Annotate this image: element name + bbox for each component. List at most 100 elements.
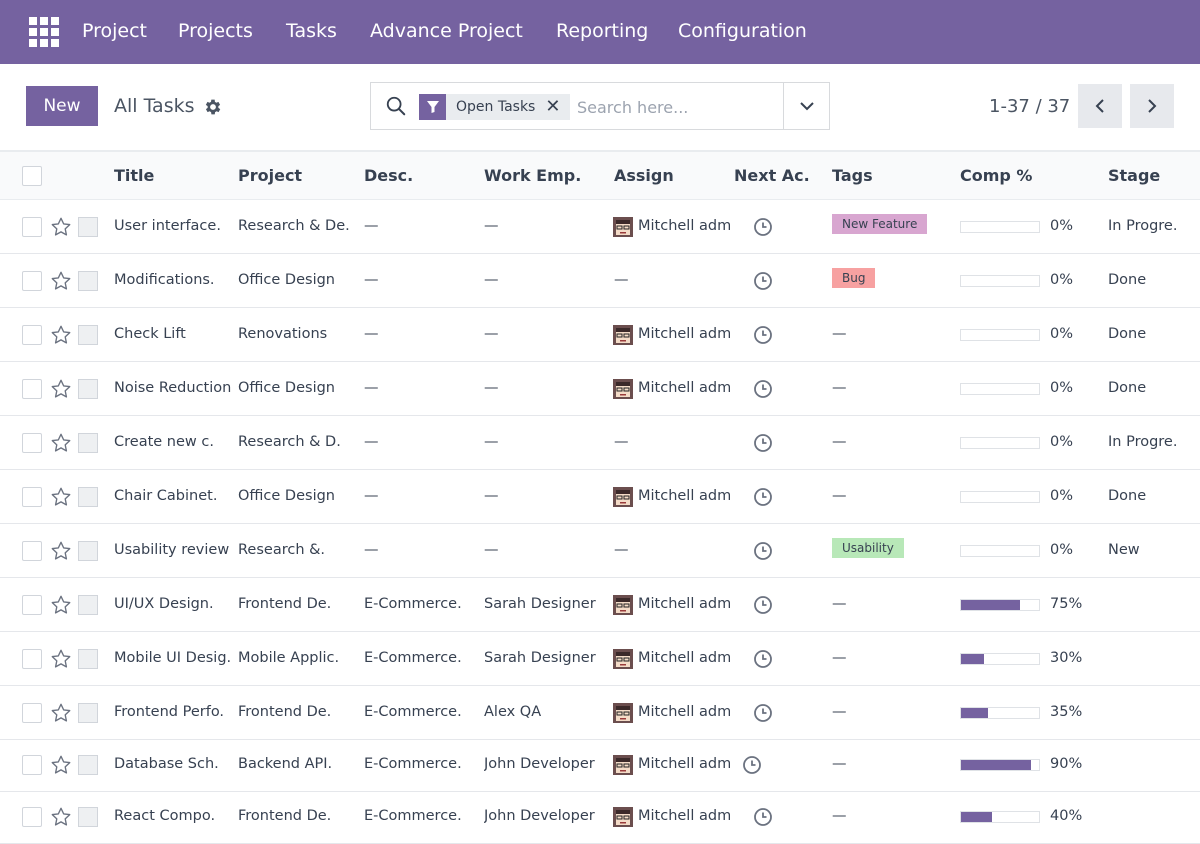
color-square[interactable] xyxy=(78,487,98,507)
search-icon[interactable] xyxy=(385,95,407,117)
column-header-project[interactable]: Project xyxy=(238,166,303,185)
row-checkbox[interactable] xyxy=(22,595,42,615)
star-icon[interactable] xyxy=(50,432,72,454)
row-checkbox[interactable] xyxy=(22,379,42,399)
clock-icon[interactable] xyxy=(753,703,773,723)
apps-grid-icon[interactable] xyxy=(29,17,59,47)
row-checkbox[interactable] xyxy=(22,649,42,669)
row-checkbox[interactable] xyxy=(22,325,42,345)
row-checkbox[interactable] xyxy=(22,807,42,827)
color-square[interactable] xyxy=(78,541,98,561)
star-icon[interactable] xyxy=(50,216,72,238)
table-row[interactable]: User interface. Research & De. — — Mitchell … xyxy=(0,200,1200,254)
color-square[interactable] xyxy=(78,703,98,723)
column-header-next-activity[interactable]: Next Ac. xyxy=(734,166,810,185)
progress-bar xyxy=(960,599,1040,611)
table-row[interactable]: Create new c. Research & D. — — — — 0% In Progr… xyxy=(0,416,1200,470)
color-square[interactable] xyxy=(78,379,98,399)
new-button[interactable]: New xyxy=(26,86,98,126)
table-row[interactable]: UI/UX Design. Frontend De. E-Commerce. Sara… xyxy=(0,578,1200,632)
avatar xyxy=(613,487,633,507)
search-options-toggle[interactable] xyxy=(783,83,829,129)
table-row[interactable]: React Compo. Frontend De. E-Commerce. John … xyxy=(0,790,1200,844)
task-tags: — xyxy=(832,808,847,824)
table-row[interactable]: Modifications. Office Design — — — Bug 0% Done xyxy=(0,254,1200,308)
row-checkbox[interactable] xyxy=(22,433,42,453)
row-checkbox[interactable] xyxy=(22,703,42,723)
star-icon[interactable] xyxy=(50,378,72,400)
clock-icon[interactable] xyxy=(753,325,773,345)
star-icon[interactable] xyxy=(50,324,72,346)
star-icon[interactable] xyxy=(50,702,72,724)
row-checkbox[interactable] xyxy=(22,755,42,775)
color-square[interactable] xyxy=(78,325,98,345)
task-project: Frontend De. xyxy=(238,596,332,612)
clock-icon[interactable] xyxy=(753,433,773,453)
row-checkbox[interactable] xyxy=(22,487,42,507)
close-icon[interactable]: ✕ xyxy=(545,96,561,117)
clock-icon[interactable] xyxy=(753,379,773,399)
task-work-emp: — xyxy=(484,542,499,558)
task-assignee: Mitchell adm. xyxy=(638,704,730,720)
star-icon[interactable] xyxy=(50,594,72,616)
star-icon[interactable] xyxy=(50,648,72,670)
table-row[interactable]: Frontend Perfo. Frontend De. E-Commerce. Al… xyxy=(0,686,1200,740)
task-desc: E-Commerce. xyxy=(364,650,462,666)
clock-icon[interactable] xyxy=(753,487,773,507)
column-header-tags[interactable]: Tags xyxy=(832,166,873,185)
color-square[interactable] xyxy=(78,271,98,291)
table-row[interactable]: Noise Reduction Office Design — — Mitchell a… xyxy=(0,362,1200,416)
nav-item-advance-project[interactable]: Advance Project xyxy=(370,20,523,42)
task-work-emp: — xyxy=(484,272,499,288)
star-icon[interactable] xyxy=(50,270,72,292)
nav-item-projects[interactable]: Projects xyxy=(178,20,253,42)
nav-item-configuration[interactable]: Configuration xyxy=(678,20,807,42)
pager-previous-button[interactable] xyxy=(1078,84,1122,128)
table-row[interactable]: Chair Cabinet. Office Design — — Mitchell ad… xyxy=(0,470,1200,524)
nav-item-tasks[interactable]: Tasks xyxy=(286,20,337,42)
nav-item-reporting[interactable]: Reporting xyxy=(556,20,649,42)
clock-icon[interactable] xyxy=(742,755,762,775)
column-header-stage[interactable]: Stage xyxy=(1108,166,1161,185)
pager-value[interactable]: 1-37 / 37 xyxy=(989,96,1071,117)
clock-icon[interactable] xyxy=(753,271,773,291)
column-header-title[interactable]: Title xyxy=(114,166,155,185)
avatar xyxy=(613,325,633,345)
pager-next-button[interactable] xyxy=(1130,84,1174,128)
task-title: Chair Cabinet. xyxy=(114,488,218,504)
nav-item-project[interactable]: Project xyxy=(82,20,148,42)
table-row[interactable]: Database Sch. Backend API. E-Commerce. John… xyxy=(0,738,1200,792)
color-square[interactable] xyxy=(78,433,98,453)
color-square[interactable] xyxy=(78,649,98,669)
table-row[interactable]: Mobile UI Desig. Mobile Applic. E-Commerce… xyxy=(0,632,1200,686)
star-icon[interactable] xyxy=(50,754,72,776)
search-input[interactable] xyxy=(577,95,777,119)
color-square[interactable] xyxy=(78,755,98,775)
task-assignee: Mitchell adm. xyxy=(638,650,730,666)
column-header-comp[interactable]: Comp % xyxy=(960,166,1033,185)
clock-icon[interactable] xyxy=(753,649,773,669)
select-all-checkbox[interactable] xyxy=(22,166,42,186)
clock-icon[interactable] xyxy=(753,807,773,827)
column-header-assign[interactable]: Assign xyxy=(614,166,674,185)
gear-icon[interactable] xyxy=(203,97,223,117)
task-assignee: Mitchell adm. xyxy=(638,596,730,612)
table-row[interactable]: Usability review Research &. — — — Usability 0… xyxy=(0,524,1200,578)
star-icon[interactable] xyxy=(50,540,72,562)
clock-icon[interactable] xyxy=(753,541,773,561)
star-icon[interactable] xyxy=(50,806,72,828)
row-checkbox[interactable] xyxy=(22,217,42,237)
row-checkbox[interactable] xyxy=(22,541,42,561)
column-header-work-emp[interactable]: Work Emp. xyxy=(484,166,582,185)
task-project: Research & D. xyxy=(238,434,341,450)
star-icon[interactable] xyxy=(50,486,72,508)
table-row[interactable]: Check Lift Renovations — — Mitchell adm. — 0% D… xyxy=(0,308,1200,362)
clock-icon[interactable] xyxy=(753,217,773,237)
color-square[interactable] xyxy=(78,807,98,827)
row-checkbox[interactable] xyxy=(22,271,42,291)
color-square[interactable] xyxy=(78,217,98,237)
clock-icon[interactable] xyxy=(753,595,773,615)
color-square[interactable] xyxy=(78,595,98,615)
progress-bar-fill xyxy=(961,654,985,664)
column-header-desc[interactable]: Desc. xyxy=(364,166,414,185)
